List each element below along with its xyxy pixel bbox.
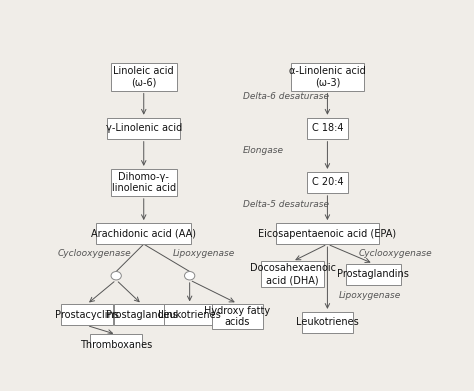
Text: α-Linolenic acid
(ω-3): α-Linolenic acid (ω-3) bbox=[289, 66, 366, 88]
FancyBboxPatch shape bbox=[307, 172, 347, 193]
FancyBboxPatch shape bbox=[61, 304, 112, 325]
Text: Lipoxygenase: Lipoxygenase bbox=[173, 249, 236, 258]
FancyBboxPatch shape bbox=[307, 118, 347, 139]
Text: C 18:4: C 18:4 bbox=[312, 123, 343, 133]
Text: Elongase: Elongase bbox=[243, 146, 284, 155]
Text: Prostaglandins: Prostaglandins bbox=[337, 269, 409, 279]
Text: Hydroxy fatty
acids: Hydroxy fatty acids bbox=[204, 306, 271, 327]
Text: Docosahexaenoic
acid (DHA): Docosahexaenoic acid (DHA) bbox=[249, 264, 336, 285]
FancyBboxPatch shape bbox=[301, 312, 353, 333]
Text: Lipoxygenase: Lipoxygenase bbox=[338, 291, 401, 300]
Text: Leukotrienes: Leukotrienes bbox=[158, 310, 221, 320]
FancyBboxPatch shape bbox=[110, 63, 177, 91]
Text: Leukotrienes: Leukotrienes bbox=[296, 317, 359, 327]
FancyBboxPatch shape bbox=[212, 303, 263, 329]
Text: Linoleic acid
(ω-6): Linoleic acid (ω-6) bbox=[113, 66, 174, 88]
FancyBboxPatch shape bbox=[164, 304, 215, 325]
Circle shape bbox=[111, 271, 121, 280]
FancyBboxPatch shape bbox=[110, 169, 177, 196]
Text: Delta-6 desaturase: Delta-6 desaturase bbox=[243, 92, 329, 101]
FancyBboxPatch shape bbox=[346, 264, 401, 285]
FancyBboxPatch shape bbox=[276, 223, 379, 244]
FancyBboxPatch shape bbox=[261, 262, 324, 287]
FancyBboxPatch shape bbox=[291, 63, 364, 91]
Text: Arachidonic acid (AA): Arachidonic acid (AA) bbox=[91, 229, 196, 239]
Text: Delta-5 desaturase: Delta-5 desaturase bbox=[243, 201, 329, 210]
FancyBboxPatch shape bbox=[114, 304, 170, 325]
Text: Cyclooxygenase: Cyclooxygenase bbox=[358, 249, 432, 258]
Text: Cyclooxygenase: Cyclooxygenase bbox=[57, 249, 131, 258]
FancyBboxPatch shape bbox=[91, 334, 142, 355]
Text: C 20:4: C 20:4 bbox=[311, 178, 343, 187]
Text: Eicosapentaenoic acid (EPA): Eicosapentaenoic acid (EPA) bbox=[258, 229, 396, 239]
Text: γ-Linolenic acid: γ-Linolenic acid bbox=[106, 123, 182, 133]
Text: Prostacyclins: Prostacyclins bbox=[55, 310, 119, 320]
FancyBboxPatch shape bbox=[96, 223, 191, 244]
Text: Prostaglandins: Prostaglandins bbox=[106, 310, 178, 320]
Circle shape bbox=[184, 271, 195, 280]
FancyBboxPatch shape bbox=[107, 118, 181, 139]
Text: Thromboxanes: Thromboxanes bbox=[80, 340, 152, 350]
Text: Dihomo-γ-
linolenic acid: Dihomo-γ- linolenic acid bbox=[112, 172, 176, 193]
